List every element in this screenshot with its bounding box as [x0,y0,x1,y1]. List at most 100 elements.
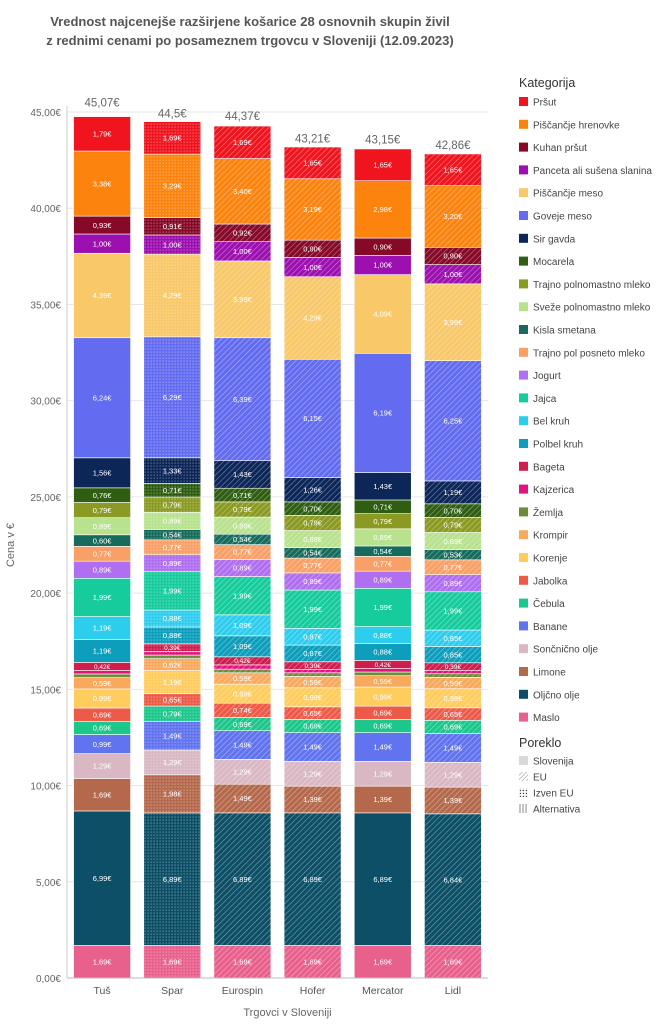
legend-label-kajzerica: Kajzerica [533,485,575,496]
legend-swatch-kuhan-prsut [519,142,528,152]
segment-value-label: 3,38€ [93,179,113,188]
bar-segment-pattern-goveje-meso [213,337,271,461]
segment-value-label: 1,00€ [93,239,113,248]
bar-segment-pattern-limone [424,787,482,814]
segment-value-label: 0,88€ [373,648,393,657]
segment-value-label: 0,39€ [304,663,321,670]
grid-layer [67,111,488,979]
segment-value-label: 1,99€ [233,591,253,600]
bar-segment-pattern-piscancje-meso [284,276,342,360]
bar-segment-pattern-jabolka [424,707,482,721]
segment-value-label: 1,99€ [93,593,113,602]
chart-title-line-2: z rednimi cenami po posameznem trgovcu v… [46,33,454,48]
y-tick-label: 20,00€ [30,589,61,600]
bar-segment-pattern-panceta-ali-susena-slanina [213,241,271,261]
bar-segment-pattern-krompir [284,676,342,688]
segment-value-label: 0,90€ [303,245,323,254]
legend-label-jogurt: Jogurt [533,371,561,382]
bar-segment-pattern-panceta-ali-susena-slanina [424,264,482,284]
segment-value-label: 2,98€ [373,205,393,214]
bar-segment-pattern-trajno-pol-posneto-mleko [143,539,201,555]
bar-segment-pattern-jabolka [284,706,342,720]
segment-value-label: 1,99€ [444,607,464,616]
segment-value-label: 1,56€ [93,469,113,478]
legend-swatch-jogurt [519,370,528,380]
bar-segment-olivno-olje [353,812,412,946]
segment-value-label: 0,77€ [444,563,464,572]
segment-value-label: 1,29€ [233,767,253,776]
segment-value-label: 0,54€ [163,530,183,539]
segment-value-label: 0,54€ [373,547,393,556]
segment-value-label: 0,59€ [303,678,323,687]
bar-segment-prsut [73,116,131,152]
segment-value-label: 1,19€ [444,488,464,497]
origin-swatch-slovenija [519,756,528,765]
y-tick-label: 15,00€ [30,685,61,696]
y-tick-label: 40,00€ [30,204,61,215]
bar-segment-pattern-limone [143,774,201,813]
y-tick-label: 45,00€ [30,108,61,119]
bar-segment-pattern-sveze-polnomastno-mleko [424,532,482,550]
segment-value-label: 1,39€ [444,796,464,805]
bar-segment-pattern-jogurt [143,554,201,572]
segment-value-label: 6,84€ [444,875,464,884]
bar-segment-pattern-prsut [213,126,271,159]
legend-label-kuhan-prsut: Kuhan pršut [533,143,587,154]
segment-value-label: 0,79€ [444,521,464,530]
segment-value-label: 1,98€ [163,790,183,799]
segment-value-label: 0,99€ [93,694,113,703]
bar-segment-pattern-trajno-pol-posneto-mleko [424,559,482,575]
legend-label-piscancje-hrenovke: Piščančje hrenovke [533,120,620,131]
legend-label-jabolka: Jabolka [533,576,568,587]
bar-segment-pattern-panceta-ali-susena-slanina [284,257,342,277]
segment-value-label: 1,49€ [233,794,253,803]
bar-segment-pattern-cebula [213,717,271,731]
segment-value-label: 0,87€ [303,649,323,658]
segment-value-label: 0,99€ [93,740,113,749]
bar-segment-pattern-kuhan-prsut [213,224,271,242]
y-axis-title: Cena v € [5,523,17,567]
segment-value-label: 6,89€ [233,875,253,884]
segment-value-label: 0,59€ [233,674,253,683]
segment-value-label: 1,65€ [303,159,323,168]
segment-value-label: 1,49€ [373,743,393,752]
segment-value-label: 0,39€ [445,664,462,671]
segment-value-label: 1,49€ [444,744,464,753]
bar-segment-soncnicno-olje [353,761,412,787]
segment-value-label: 0,77€ [233,548,253,557]
segment-value-label: 0,79€ [93,506,113,515]
legend-label-zemlja: Žemlja [533,506,563,519]
segment-value-label: 1,19€ [93,647,113,656]
bar-segment-pattern-mocarela [424,503,482,518]
legend-swatch-sveze-polnomastno-mleko [519,302,528,312]
bar-segment-pattern-bel-kruh [424,630,482,647]
bar-segment-pattern-korenje [213,684,271,704]
segment-value-label: 0,89€ [303,535,323,544]
legend-swatch-goveje-meso [519,211,528,220]
bar-segment-pattern-kuhan-prsut [284,240,342,258]
bar-segment-pattern-bageta [213,656,271,665]
legend-swatch-trajno-pol-posneto-mleko [519,347,528,357]
segment-value-label: 1,29€ [373,769,393,778]
segment-value-label: 0,89€ [233,521,253,530]
bar-segment-pattern-trajno-polnomastno-mleko [143,497,201,513]
legend-swatch-sir-gavda [519,233,528,243]
segment-value-label: 0,71€ [233,491,253,500]
segment-value-label: 0,71€ [163,486,183,495]
x-tick-label-tus: Tuš [94,985,111,997]
segment-value-label: 1,00€ [303,263,323,272]
bar-segment-pattern-piscancje-hrenovke [424,185,482,248]
bar-segment-pattern-zemlja [143,655,201,659]
legend-swatch-jabolka [519,575,528,585]
bar-segment-pattern-polbel-kruh [284,645,342,662]
segment-value-label: 1,99€ [303,605,323,614]
bar-segment-pattern-limone [284,786,342,813]
segment-value-label: 0,89€ [373,575,393,584]
segment-value-label: 0,79€ [373,517,393,526]
segment-value-label: 0,65€ [444,710,464,719]
segment-value-label: 0,59€ [93,679,113,688]
bar-segment-pattern-trajno-pol-posneto-mleko [284,558,342,573]
x-tick-label-spar: Spar [161,985,184,997]
bar-segment-pattern-krompir [143,658,201,671]
legend-label-maslo: Maslo [533,713,560,724]
